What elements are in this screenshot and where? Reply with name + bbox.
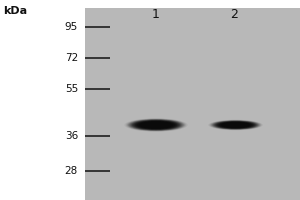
Text: 1: 1 — [152, 8, 160, 21]
Ellipse shape — [148, 123, 164, 127]
Text: 55: 55 — [65, 84, 78, 94]
Ellipse shape — [132, 120, 180, 130]
Bar — [85, 8, 300, 200]
Text: 95: 95 — [65, 22, 78, 32]
Ellipse shape — [127, 119, 185, 131]
Text: 2: 2 — [230, 8, 238, 21]
Text: kDa: kDa — [3, 6, 27, 16]
Ellipse shape — [133, 120, 179, 130]
Ellipse shape — [223, 122, 248, 128]
Ellipse shape — [210, 120, 261, 130]
Text: 36: 36 — [65, 131, 78, 141]
Ellipse shape — [215, 121, 256, 129]
Ellipse shape — [136, 121, 176, 129]
Ellipse shape — [214, 121, 257, 129]
Ellipse shape — [218, 122, 253, 128]
Ellipse shape — [145, 123, 167, 127]
Ellipse shape — [128, 119, 184, 131]
Ellipse shape — [142, 122, 170, 128]
Ellipse shape — [212, 121, 259, 129]
Ellipse shape — [216, 121, 255, 129]
Ellipse shape — [131, 120, 181, 130]
Ellipse shape — [221, 122, 250, 128]
Ellipse shape — [209, 120, 262, 130]
Ellipse shape — [220, 122, 251, 128]
Ellipse shape — [129, 119, 183, 131]
Ellipse shape — [224, 123, 248, 127]
Ellipse shape — [141, 122, 171, 128]
Ellipse shape — [140, 122, 172, 128]
Text: 72: 72 — [65, 53, 78, 63]
Ellipse shape — [219, 122, 252, 128]
Ellipse shape — [226, 123, 245, 127]
Ellipse shape — [143, 122, 169, 128]
Ellipse shape — [138, 121, 174, 129]
Ellipse shape — [228, 123, 243, 127]
Ellipse shape — [217, 121, 254, 129]
Ellipse shape — [135, 120, 178, 130]
Ellipse shape — [212, 120, 260, 130]
Text: 28: 28 — [65, 166, 78, 176]
Ellipse shape — [137, 121, 175, 129]
Ellipse shape — [126, 119, 186, 131]
Ellipse shape — [225, 123, 246, 127]
